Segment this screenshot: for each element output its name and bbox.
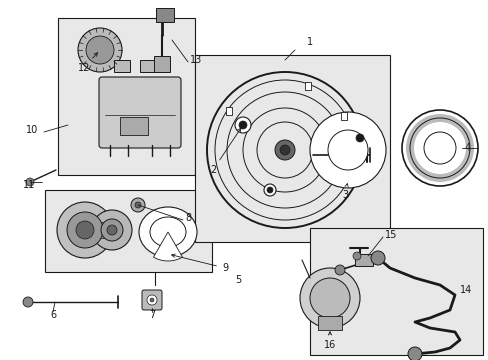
- Text: 13: 13: [190, 55, 202, 65]
- Text: 15: 15: [384, 230, 397, 240]
- Text: 7: 7: [148, 310, 155, 320]
- Circle shape: [107, 225, 117, 235]
- Bar: [305, 82, 311, 90]
- Circle shape: [370, 251, 384, 265]
- Circle shape: [76, 221, 94, 239]
- Ellipse shape: [139, 207, 197, 257]
- Wedge shape: [405, 114, 473, 182]
- Bar: [340, 112, 346, 120]
- Circle shape: [309, 112, 385, 188]
- Circle shape: [78, 28, 122, 72]
- Text: 16: 16: [323, 332, 335, 350]
- FancyBboxPatch shape: [99, 77, 181, 148]
- Circle shape: [147, 295, 157, 305]
- Bar: [92, 222, 117, 238]
- Text: 5: 5: [234, 275, 241, 285]
- Text: 9: 9: [171, 254, 227, 273]
- Bar: [58, 18, 195, 175]
- Bar: [309, 228, 482, 355]
- Circle shape: [26, 178, 34, 186]
- Text: 14: 14: [459, 285, 471, 295]
- Text: 3: 3: [341, 184, 347, 200]
- Text: 11: 11: [23, 180, 35, 190]
- Text: 6: 6: [50, 310, 56, 320]
- Text: 2: 2: [209, 128, 241, 175]
- Circle shape: [299, 268, 359, 328]
- Circle shape: [407, 347, 421, 360]
- FancyBboxPatch shape: [142, 290, 162, 310]
- Bar: [317, 316, 341, 330]
- Bar: [154, 56, 170, 72]
- Bar: [120, 117, 148, 135]
- Bar: [140, 60, 156, 72]
- Circle shape: [67, 212, 103, 248]
- Wedge shape: [153, 232, 182, 261]
- Circle shape: [352, 252, 360, 260]
- Circle shape: [92, 210, 132, 250]
- Circle shape: [57, 202, 113, 258]
- Circle shape: [135, 202, 141, 208]
- Circle shape: [327, 130, 367, 170]
- Circle shape: [355, 134, 363, 142]
- Circle shape: [150, 298, 154, 302]
- Text: 12: 12: [78, 53, 97, 73]
- Bar: [45, 190, 212, 272]
- Circle shape: [266, 187, 272, 193]
- Circle shape: [235, 117, 250, 133]
- Circle shape: [274, 140, 294, 160]
- Circle shape: [23, 297, 33, 307]
- Circle shape: [101, 219, 123, 241]
- Text: 4: 4: [464, 143, 470, 153]
- Bar: [156, 8, 174, 22]
- Circle shape: [280, 145, 289, 155]
- Circle shape: [334, 265, 345, 275]
- Circle shape: [309, 278, 349, 318]
- Bar: [195, 55, 389, 242]
- Bar: [114, 60, 130, 72]
- Circle shape: [86, 36, 114, 64]
- Circle shape: [264, 184, 275, 196]
- Bar: [354, 254, 372, 266]
- Circle shape: [131, 198, 145, 212]
- Text: 10: 10: [26, 125, 38, 135]
- Circle shape: [239, 121, 246, 129]
- Text: 1: 1: [306, 37, 312, 47]
- Bar: [226, 107, 232, 115]
- Text: 8: 8: [184, 213, 191, 223]
